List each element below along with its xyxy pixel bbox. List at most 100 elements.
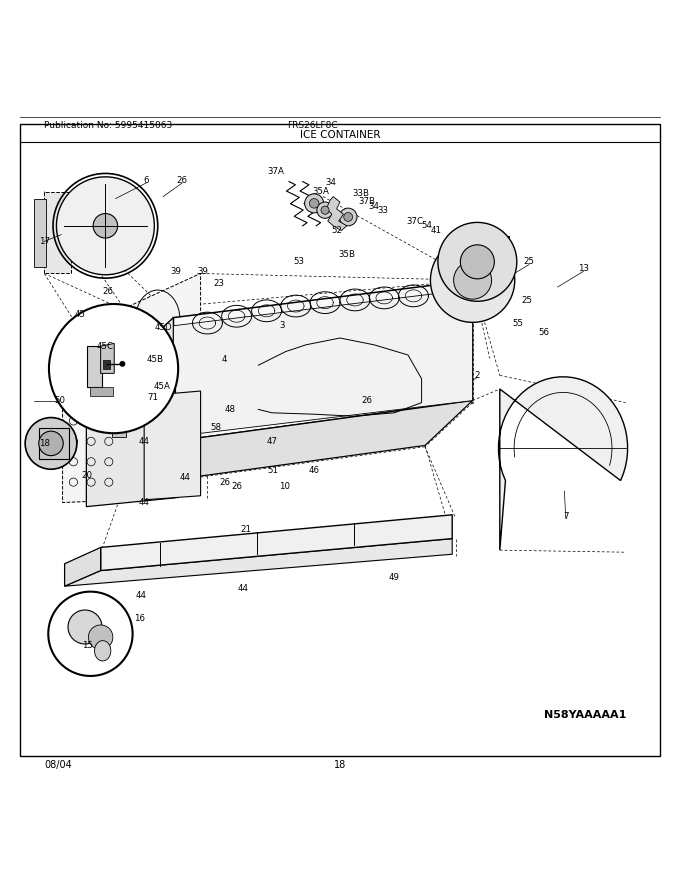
Circle shape [48, 591, 133, 676]
Circle shape [344, 213, 353, 222]
Text: 37A: 37A [267, 167, 284, 176]
Text: 44: 44 [139, 498, 150, 507]
Text: 18: 18 [334, 760, 346, 770]
Polygon shape [119, 274, 201, 402]
Text: N58YAAAAA1: N58YAAAAA1 [543, 710, 626, 721]
Polygon shape [95, 641, 111, 661]
Text: 45: 45 [75, 310, 86, 319]
Polygon shape [65, 547, 101, 586]
Text: 21: 21 [241, 525, 252, 534]
Text: 44: 44 [180, 473, 190, 482]
Text: 26: 26 [177, 176, 188, 185]
Text: 48: 48 [224, 405, 235, 414]
Polygon shape [144, 391, 201, 500]
Text: 26: 26 [102, 287, 113, 297]
Polygon shape [126, 400, 473, 487]
Circle shape [430, 238, 515, 322]
Circle shape [309, 199, 319, 208]
Text: 71: 71 [148, 393, 158, 402]
Text: 52: 52 [331, 226, 342, 235]
Polygon shape [112, 421, 126, 436]
Text: 34: 34 [326, 179, 337, 187]
Polygon shape [63, 387, 126, 502]
Text: 26: 26 [219, 478, 230, 487]
Circle shape [454, 261, 492, 299]
Text: 55: 55 [513, 319, 524, 327]
Circle shape [438, 223, 517, 301]
Text: 44: 44 [238, 583, 249, 593]
Polygon shape [445, 251, 502, 310]
Polygon shape [103, 360, 110, 369]
Text: 47: 47 [267, 436, 277, 446]
Text: 39: 39 [170, 267, 181, 275]
Polygon shape [39, 428, 69, 459]
Circle shape [25, 417, 77, 469]
Text: 46: 46 [309, 466, 320, 475]
Text: 35A: 35A [313, 187, 329, 195]
Text: 6: 6 [143, 176, 149, 185]
Text: 20: 20 [82, 471, 92, 480]
Circle shape [339, 208, 357, 226]
Polygon shape [34, 199, 46, 267]
Text: 4: 4 [222, 356, 227, 364]
Polygon shape [126, 318, 173, 487]
Circle shape [111, 406, 127, 422]
Polygon shape [65, 539, 452, 586]
Text: 49: 49 [389, 573, 400, 582]
Text: 17: 17 [39, 237, 50, 246]
Circle shape [305, 194, 324, 213]
Text: 41: 41 [431, 226, 442, 235]
Circle shape [146, 348, 156, 358]
Circle shape [317, 202, 333, 218]
Circle shape [56, 177, 154, 275]
Polygon shape [86, 387, 175, 507]
Text: 10: 10 [279, 481, 290, 491]
Text: 16: 16 [134, 613, 145, 623]
Circle shape [39, 431, 63, 456]
Text: 08/04: 08/04 [44, 760, 72, 770]
Text: 25: 25 [524, 257, 534, 267]
Text: 23: 23 [214, 279, 224, 288]
Circle shape [68, 610, 102, 644]
Text: Publication No: 5995415063: Publication No: 5995415063 [44, 121, 173, 129]
Polygon shape [101, 515, 452, 570]
Text: 33: 33 [377, 206, 388, 216]
Text: 45C: 45C [97, 341, 114, 350]
Text: 2: 2 [475, 370, 480, 380]
Text: 35B: 35B [339, 250, 355, 259]
Text: 53: 53 [294, 257, 305, 267]
Circle shape [460, 245, 494, 279]
Polygon shape [447, 236, 509, 287]
Text: 25: 25 [522, 296, 532, 305]
Text: ICE CONTAINER: ICE CONTAINER [300, 129, 380, 140]
Text: 45A: 45A [154, 383, 170, 392]
Polygon shape [498, 377, 628, 550]
Text: 26: 26 [362, 396, 373, 405]
Text: 45D: 45D [154, 323, 172, 333]
Text: 7: 7 [563, 511, 568, 521]
Text: 37C: 37C [407, 216, 423, 225]
Polygon shape [44, 192, 71, 274]
Polygon shape [173, 289, 473, 436]
Text: 18: 18 [39, 439, 50, 448]
Circle shape [49, 304, 178, 433]
Text: 26: 26 [231, 481, 242, 491]
Text: 51: 51 [268, 466, 279, 475]
Text: 13: 13 [578, 264, 589, 273]
Text: 44: 44 [139, 436, 150, 446]
Polygon shape [87, 346, 102, 387]
Text: 44: 44 [136, 590, 147, 599]
Text: 45B: 45B [147, 356, 163, 364]
Text: 58: 58 [211, 423, 222, 432]
Circle shape [321, 206, 329, 214]
Polygon shape [326, 196, 347, 231]
Text: 56: 56 [539, 328, 549, 337]
Text: FRS26LF8C: FRS26LF8C [288, 121, 338, 129]
Text: 50: 50 [54, 396, 65, 405]
Text: 54: 54 [422, 221, 432, 231]
Text: 33B: 33B [352, 189, 369, 198]
Text: 34: 34 [369, 202, 379, 211]
Circle shape [120, 361, 125, 367]
Text: 15: 15 [82, 641, 92, 649]
Circle shape [88, 625, 113, 649]
